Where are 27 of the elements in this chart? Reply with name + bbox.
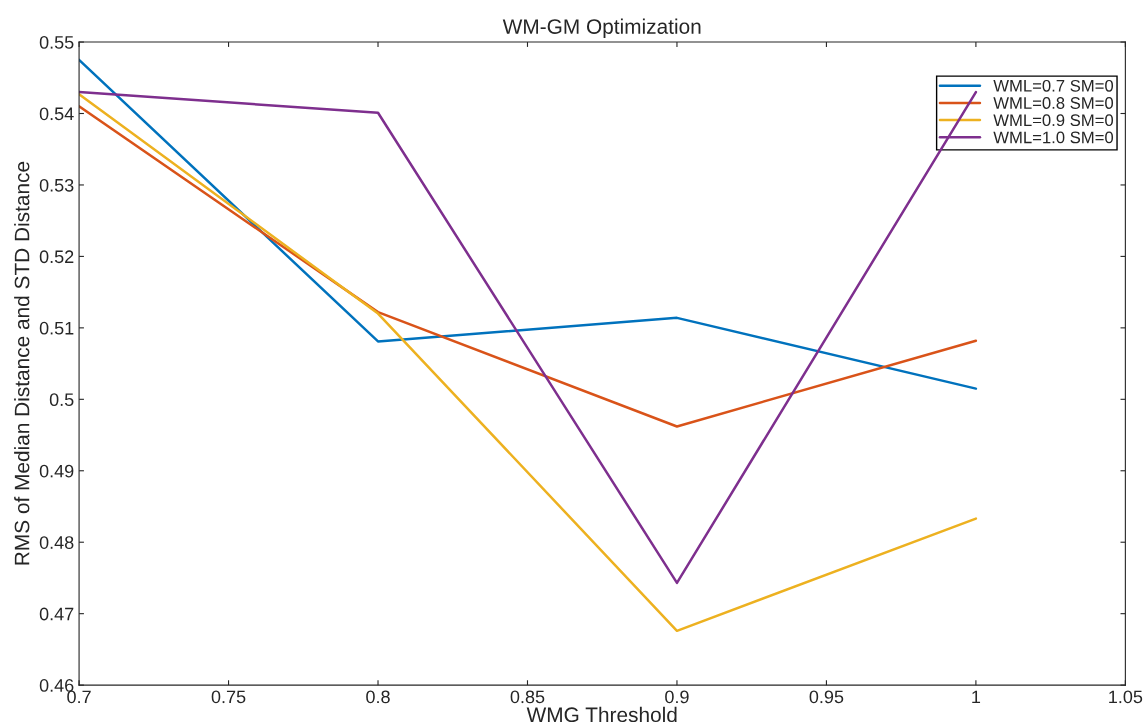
y-tick-label: 0.52 — [39, 250, 74, 264]
y-tick-label: 0.5 — [49, 393, 74, 407]
x-tick-label: 1.05 — [1109, 690, 1143, 704]
x-tick-label: 0.75 — [211, 690, 246, 704]
legend-label: WML=0.8 SM=0 — [993, 97, 1114, 109]
x-tick-label: 0.85 — [510, 690, 545, 704]
x-tick-label: 0.7 — [67, 690, 91, 704]
x-tick-label: 0.8 — [366, 690, 390, 704]
x-tick-label: 0.95 — [809, 690, 844, 704]
x-tick-label: 0.9 — [665, 690, 689, 704]
line-series — [79, 105, 978, 428]
legend-label: WML=1.0 SM=0 — [993, 131, 1114, 144]
x-tick-label: 1 — [972, 690, 981, 704]
chart-title: WM-GM Optimization — [502, 18, 701, 39]
line-series — [79, 58, 978, 390]
y-tick-label: 0.55 — [39, 35, 74, 49]
y-tick-label: 0.53 — [39, 178, 74, 192]
y-tick-label: 0.48 — [39, 536, 74, 549]
legend-label: WML=0.9 SM=0 — [993, 114, 1114, 127]
x-axis-title: WMG Threshold — [526, 706, 677, 723]
legend-label: WML=0.7 SM=0 — [993, 79, 1114, 92]
y-tick-label: 0.51 — [39, 321, 74, 335]
y-tick-label: 0.49 — [39, 464, 74, 478]
y-axis-title: RMS of Median Distance and STD Distance — [14, 161, 30, 565]
y-tick-label: 0.54 — [39, 107, 74, 121]
y-tick-label: 0.47 — [39, 607, 74, 621]
y-tick-label: 0.46 — [39, 679, 74, 692]
